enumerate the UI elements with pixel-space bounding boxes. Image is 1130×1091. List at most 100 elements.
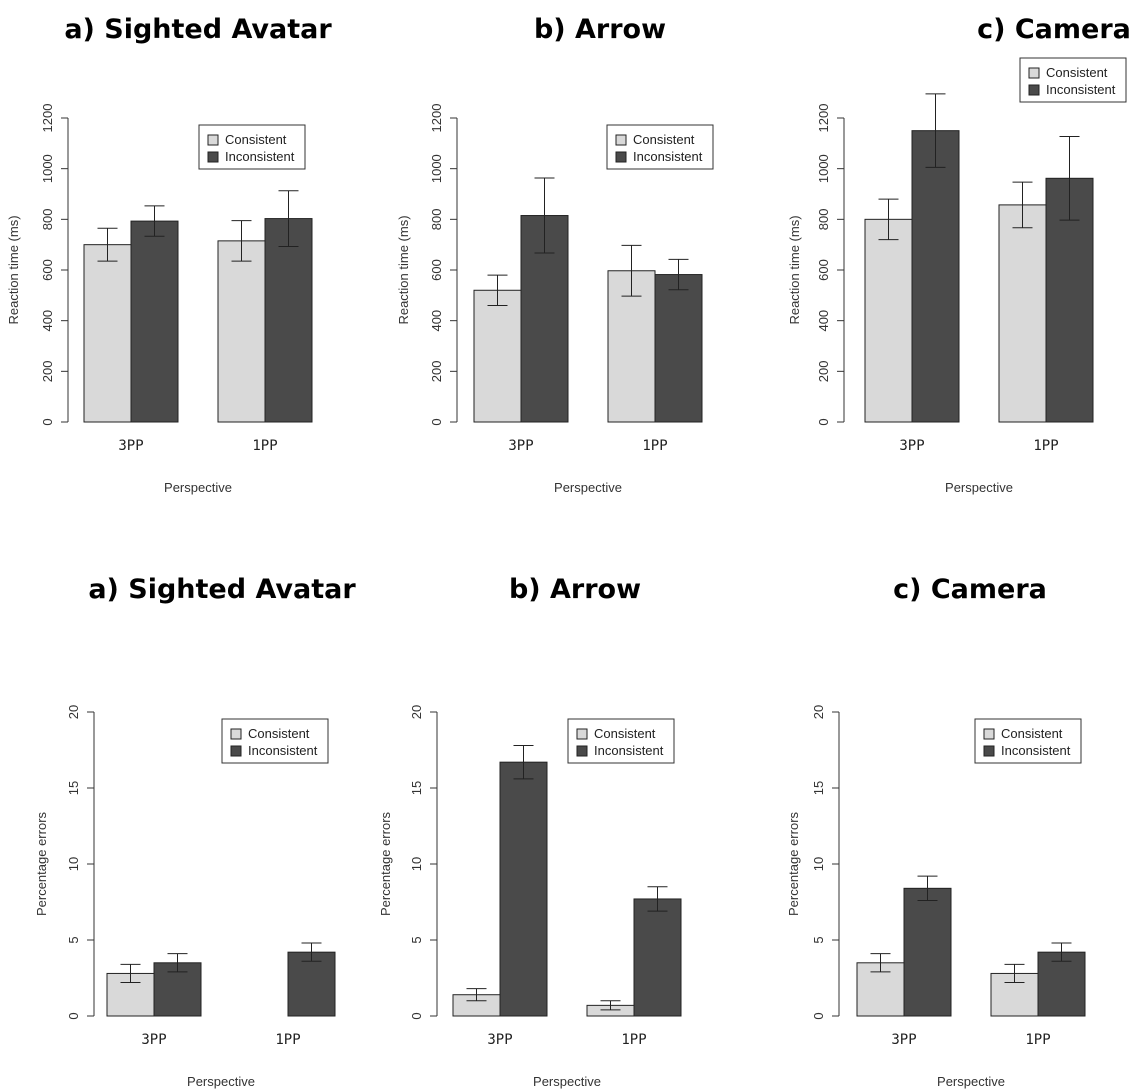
bar-consistent-3PP (83, 244, 132, 423)
legend-label: Inconsistent (633, 149, 703, 164)
chart-panel-3: c) Camera 0 200 400 600 800 1000 1200 Reaction t… (787, 14, 1130, 495)
y-tick-label: 1000 (816, 154, 831, 183)
y-tick-label: 10 (409, 857, 424, 871)
bar-consistent-3PP (473, 289, 522, 423)
legend-swatch-inconsistent (983, 745, 995, 757)
y-tick-label: 1000 (40, 154, 55, 183)
y-tick-label: 200 (40, 360, 55, 382)
y-axis-label: Reaction time (ms) (396, 215, 411, 324)
legend: Consistent Inconsistent (1019, 57, 1127, 103)
legend-label: Consistent (1001, 726, 1063, 741)
legend-label: Consistent (633, 132, 695, 147)
x-axis-label: Perspective (937, 1074, 1005, 1089)
y-tick-label: 15 (66, 781, 81, 795)
y-tick-label: 15 (811, 781, 826, 795)
y-axis-label: Reaction time (ms) (787, 215, 802, 324)
y-tick-label: 5 (66, 936, 81, 943)
chart-title: b) Arrow (534, 14, 666, 45)
bar-consistent-3PP (864, 218, 913, 423)
category-label: 3PP (891, 1032, 916, 1048)
bar-inconsistent-3PP (130, 220, 179, 423)
legend-swatch-consistent (576, 728, 588, 740)
y-tick-label: 1000 (429, 154, 444, 183)
y-tick-label: 0 (40, 418, 55, 425)
y-tick-label: 5 (409, 936, 424, 943)
legend-swatch-consistent (983, 728, 995, 740)
bar-inconsistent-1PP (654, 274, 703, 423)
legend: Consistent Inconsistent (198, 124, 306, 170)
y-tick-label: 0 (811, 1012, 826, 1019)
legend: Consistent Inconsistent (221, 718, 329, 764)
y-tick-label: 200 (816, 360, 831, 382)
legend: Consistent Inconsistent (606, 124, 714, 170)
chart-title: c) Camera (893, 574, 1047, 605)
y-tick-label: 10 (66, 857, 81, 871)
bar-inconsistent-1PP (287, 951, 336, 1017)
legend-swatch-inconsistent (207, 151, 219, 163)
legend-label: Inconsistent (225, 149, 295, 164)
legend-swatch-consistent (1028, 67, 1040, 79)
x-axis-label: Perspective (533, 1074, 601, 1089)
category-label: 3PP (899, 438, 924, 454)
legend-label: Inconsistent (1046, 82, 1116, 97)
category-label: 3PP (487, 1032, 512, 1048)
bar-inconsistent-3PP (911, 130, 960, 423)
legend-label: Consistent (248, 726, 310, 741)
category-label: 3PP (508, 438, 533, 454)
legend-swatch-inconsistent (615, 151, 627, 163)
bar-consistent-1PP (998, 204, 1047, 423)
y-axis-label: Percentage errors (378, 811, 393, 916)
chart-panel-1: a) Sighted Avatar 0 200 400 600 800 1000 1200 Re… (6, 14, 332, 495)
category-label: 1PP (275, 1032, 300, 1048)
chart-title: a) Sighted Avatar (88, 574, 356, 605)
legend-label: Consistent (594, 726, 656, 741)
category-label: 1PP (1025, 1032, 1050, 1048)
y-tick-label: 400 (40, 310, 55, 332)
legend: Consistent Inconsistent (567, 718, 675, 764)
y-tick-label: 600 (429, 259, 444, 281)
category-label: 3PP (141, 1032, 166, 1048)
legend-label: Inconsistent (248, 743, 318, 758)
y-tick-label: 800 (429, 208, 444, 230)
category-label: 3PP (118, 438, 143, 454)
y-tick-label: 20 (66, 705, 81, 719)
legend-label: Consistent (1046, 65, 1108, 80)
category-label: 1PP (1033, 438, 1058, 454)
chart-panel-5: b) Arrow 0 5 10 15 20 Percentage errors 3PP 1PP P… (378, 574, 682, 1089)
x-axis-label: Perspective (164, 480, 232, 495)
legend: Consistent Inconsistent (974, 718, 1082, 764)
legend-label: Consistent (225, 132, 287, 147)
y-tick-label: 1200 (429, 104, 444, 133)
y-tick-label: 0 (409, 1012, 424, 1019)
bar-inconsistent-1PP (633, 898, 682, 1017)
chart-title: a) Sighted Avatar (64, 14, 332, 45)
y-tick-label: 20 (811, 705, 826, 719)
legend-swatch-consistent (207, 134, 219, 146)
chart-title: b) Arrow (509, 574, 641, 605)
bar-inconsistent-3PP (903, 887, 952, 1017)
y-tick-label: 20 (409, 705, 424, 719)
y-tick-label: 800 (816, 208, 831, 230)
y-tick-label: 800 (40, 208, 55, 230)
y-tick-label: 1200 (40, 104, 55, 133)
y-tick-label: 0 (816, 418, 831, 425)
y-tick-label: 400 (429, 310, 444, 332)
y-tick-label: 5 (811, 936, 826, 943)
y-tick-label: 10 (811, 857, 826, 871)
x-axis-label: Perspective (945, 480, 1013, 495)
bar-consistent-1PP (217, 240, 266, 423)
y-tick-label: 1200 (816, 104, 831, 133)
legend-swatch-inconsistent (576, 745, 588, 757)
legend-swatch-inconsistent (230, 745, 242, 757)
bar-inconsistent-1PP (264, 218, 313, 423)
bar-inconsistent-1PP (1037, 951, 1086, 1017)
y-axis-label: Percentage errors (34, 811, 49, 916)
bar-inconsistent-3PP (499, 761, 548, 1017)
legend-label: Inconsistent (1001, 743, 1071, 758)
y-tick-label: 200 (429, 360, 444, 382)
y-tick-label: 600 (816, 259, 831, 281)
y-tick-label: 15 (409, 781, 424, 795)
y-tick-label: 0 (429, 418, 444, 425)
category-label: 1PP (642, 438, 667, 454)
legend-swatch-consistent (615, 134, 627, 146)
